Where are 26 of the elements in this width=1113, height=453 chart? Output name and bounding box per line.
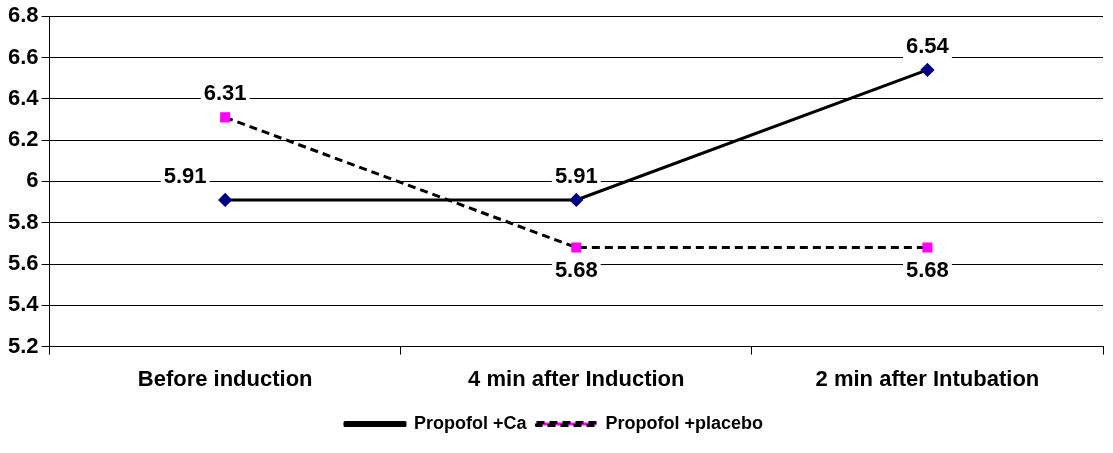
- point: [569, 193, 583, 207]
- y-tick-label: 5.4: [7, 291, 40, 317]
- y-tick-label: 5.6: [7, 250, 39, 276]
- data-label: 5.91: [554, 163, 598, 189]
- point: [571, 242, 582, 253]
- point: [920, 63, 934, 77]
- data-label: 6.54: [906, 32, 950, 58]
- y-tick-label: 6.2: [7, 126, 39, 152]
- y-tick-label: 6.6: [7, 43, 39, 69]
- x-tick-label: Before induction: [137, 365, 313, 391]
- point: [220, 112, 231, 123]
- x-tick-label: 2 min after Intubation: [815, 365, 1040, 391]
- y-tick-label: 5.8: [7, 208, 39, 234]
- point: [218, 193, 232, 207]
- y-tick-label: 6.8: [7, 2, 39, 28]
- data-label: 5.91: [163, 163, 207, 189]
- data-label: 6.31: [203, 80, 247, 106]
- legend-label: Propofol +Ca: [413, 412, 528, 433]
- data-label: 5.68: [554, 256, 598, 282]
- point: [922, 242, 933, 253]
- data-label: 5.68: [906, 256, 949, 282]
- x-tick-label: 4 min after Induction: [468, 365, 685, 391]
- y-tick-label: 6.4: [7, 84, 40, 110]
- y-tick-label: 6: [26, 167, 39, 193]
- legend-label: Propofol +placebo: [605, 412, 764, 433]
- y-tick-label: 5.2: [7, 332, 39, 358]
